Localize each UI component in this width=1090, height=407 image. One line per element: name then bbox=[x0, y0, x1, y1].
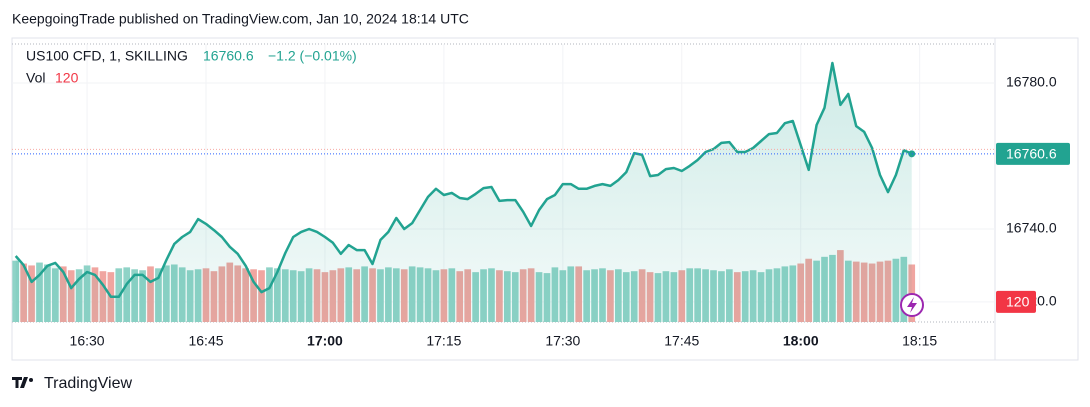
x-tick-label: 17:00 bbox=[307, 333, 343, 349]
volume-legend: Vol bbox=[26, 70, 45, 86]
legend-price: 16760.6 bbox=[203, 48, 254, 64]
price-badge-label: 16760.6 bbox=[1006, 146, 1057, 162]
chart-frame bbox=[11, 37, 1079, 361]
volume-badge bbox=[996, 290, 1036, 313]
x-tick-label: 16:45 bbox=[188, 333, 223, 349]
price-badge bbox=[996, 142, 1070, 165]
price-area bbox=[15, 63, 912, 322]
x-tick-label: 16:30 bbox=[70, 333, 105, 349]
footer-logo bbox=[12, 377, 33, 388]
legend-change: −1.2 (−0.01%) bbox=[268, 48, 357, 64]
x-tick-label: 18:00 bbox=[783, 333, 819, 349]
x-tick-label: 17:45 bbox=[664, 333, 699, 349]
x-tick-label: 18:15 bbox=[902, 333, 937, 349]
y-tick-label: 16780.0 bbox=[1006, 74, 1057, 90]
footer-brand: TradingView bbox=[44, 375, 132, 392]
legend-title: US100 CFD, 1, SKILLING bbox=[26, 48, 188, 64]
x-tick-label: 17:30 bbox=[545, 333, 580, 349]
y-tick-label: 16740.0 bbox=[1006, 220, 1057, 236]
x-tick-label: 17:15 bbox=[426, 333, 461, 349]
plot bbox=[12, 44, 995, 322]
icon-bolt bbox=[907, 297, 917, 313]
alert-icon bbox=[900, 293, 924, 317]
volume-badge-label: 120 bbox=[1006, 294, 1030, 310]
price-line bbox=[14, 61, 913, 299]
last-point bbox=[908, 150, 916, 158]
volume-legend-value: 120 bbox=[55, 70, 79, 86]
attribution: KeepgoingTrade published on TradingView.… bbox=[12, 11, 469, 27]
